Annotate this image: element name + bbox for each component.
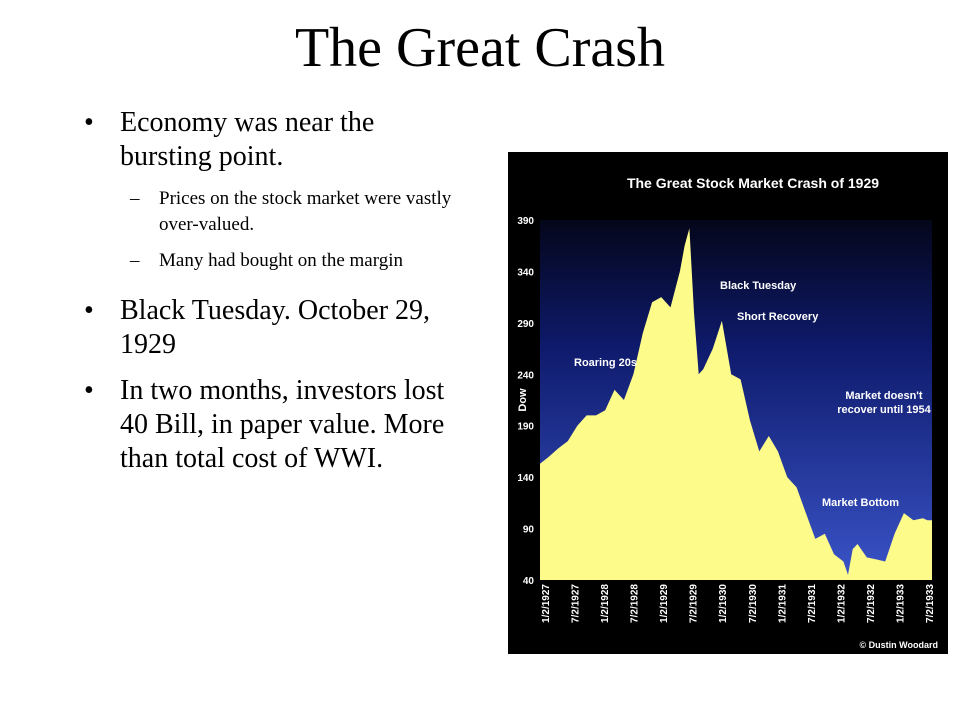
bullet-item: • Economy was near the bursting point. bbox=[84, 106, 456, 174]
x-tick-label: 7/2/1929 bbox=[689, 584, 700, 623]
sub-bullet-item: – Prices on the stock market were vastly… bbox=[84, 186, 456, 238]
y-tick-label: 290 bbox=[517, 319, 534, 330]
bullet-text: Black Tuesday. October 29, 1929 bbox=[120, 295, 431, 360]
x-tick-label: 7/2/1930 bbox=[748, 584, 759, 623]
bullet-marker: • bbox=[84, 107, 94, 138]
x-tick-label: 1/2/1928 bbox=[600, 584, 611, 623]
sub-bullet-text: Prices on the stock market were vastly o… bbox=[159, 188, 452, 235]
sub-bullet-marker: – bbox=[130, 250, 140, 271]
chart-credit: © Dustin Woodard bbox=[860, 640, 938, 650]
x-tick-label: 7/2/1927 bbox=[571, 584, 582, 623]
bullet-list: • Economy was near the bursting point. –… bbox=[84, 106, 456, 488]
y-tick-label: 390 bbox=[517, 216, 534, 227]
x-tick-label: 7/2/1933 bbox=[925, 584, 936, 623]
sub-bullet-marker: – bbox=[130, 188, 140, 209]
y-tick-label: 140 bbox=[517, 473, 534, 484]
bullet-item: • In two months, investors lost 40 Bill,… bbox=[84, 374, 456, 476]
sub-bullet-item: – Many had bought on the margin bbox=[84, 248, 456, 274]
x-tick-label: 1/2/1927 bbox=[541, 584, 552, 623]
x-tick-label: 7/2/1928 bbox=[630, 584, 641, 623]
y-tick-label: 90 bbox=[523, 525, 535, 536]
chart-title: The Great Stock Market Crash of 1929 bbox=[627, 175, 879, 191]
bullet-text: Economy was near the bursting point. bbox=[120, 107, 375, 172]
x-tick-label: 1/2/1932 bbox=[836, 584, 847, 623]
x-tick-label: 1/2/1933 bbox=[896, 584, 907, 623]
x-tick-label: 1/2/1930 bbox=[718, 584, 729, 623]
stock-chart: The Great Stock Market Crash of 1929 Dow… bbox=[508, 152, 948, 654]
y-axis-label: Dow bbox=[517, 388, 529, 412]
x-tick-label: 1/2/1929 bbox=[659, 584, 670, 623]
bullet-marker: • bbox=[84, 295, 94, 326]
y-tick-label: 40 bbox=[523, 576, 535, 587]
y-tick-label: 340 bbox=[517, 267, 534, 278]
bullet-text: In two months, investors lost 40 Bill, i… bbox=[120, 375, 445, 474]
annotation-roaring-20s: Roaring 20s bbox=[574, 357, 637, 369]
y-tick-label: 190 bbox=[517, 422, 534, 433]
y-tick-label: 240 bbox=[517, 370, 534, 381]
slide-title: The Great Crash bbox=[294, 17, 666, 79]
bullet-marker: • bbox=[84, 375, 94, 406]
annotation-recovery: Market doesn't recover until 1954 bbox=[837, 390, 931, 416]
dow-area-series bbox=[540, 228, 932, 580]
x-tick-label: 7/2/1931 bbox=[807, 584, 818, 623]
x-tick-label: 1/2/1931 bbox=[777, 584, 788, 623]
annotation-black-tuesday: Black Tuesday bbox=[720, 280, 797, 292]
annotation-market-bottom: Market Bottom bbox=[822, 497, 899, 509]
annotation-short-recovery: Short Recovery bbox=[737, 311, 819, 323]
x-tick-label: 7/2/1932 bbox=[866, 584, 877, 623]
sub-bullet-text: Many had bought on the margin bbox=[159, 250, 403, 271]
bullet-item: • Black Tuesday. October 29, 1929 bbox=[84, 294, 456, 362]
